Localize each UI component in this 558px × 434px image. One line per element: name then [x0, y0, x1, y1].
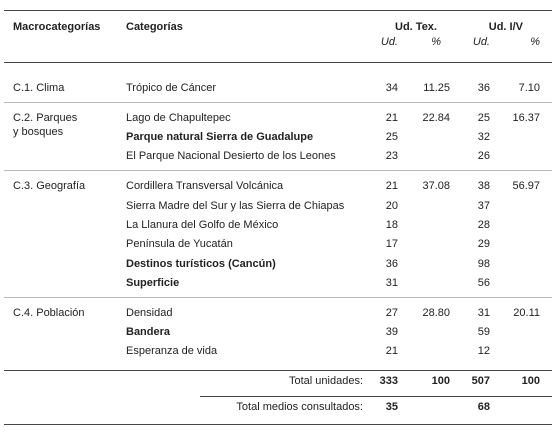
- category-label: Sierra Madre del Sur y las Sierra de Chi…: [126, 200, 345, 212]
- category-label: Superficie: [126, 277, 180, 289]
- totals-mid-rule: [200, 396, 552, 397]
- cell-ud-iv: 26: [477, 150, 490, 162]
- total-medios-tex: 35: [385, 401, 398, 413]
- cell-pct-tex: 28.80: [422, 307, 450, 319]
- total-unidades-pct-iv: 100: [521, 375, 540, 387]
- total-unidades-pct-tex: 100: [431, 375, 450, 387]
- total-medios-iv: 68: [477, 401, 490, 413]
- category-label: Esperanza de vida: [126, 345, 218, 357]
- macrocategory-label: y bosques: [13, 126, 64, 138]
- subheader-ud-tex: Ud.: [380, 36, 398, 48]
- cell-ud-tex: 31: [385, 277, 398, 289]
- total-unidades-ud-tex: 333: [379, 375, 398, 387]
- macrocategory-label: C.2. Parques: [13, 112, 78, 124]
- category-label: Destinos turísticos (Cancún): [126, 258, 276, 270]
- cell-ud-iv: 25: [477, 112, 490, 124]
- cell-ud-iv: 98: [477, 258, 490, 270]
- cell-pct-tex: 37.08: [422, 180, 450, 192]
- macrocategory-label: C.4. Población: [13, 307, 85, 319]
- header-rule: [4, 62, 552, 63]
- category-label: Cordillera Transversal Volcánica: [126, 180, 284, 192]
- top-rule: [4, 10, 552, 11]
- cell-ud-tex: 36: [385, 258, 398, 270]
- total-unidades-label: Total unidades:: [289, 375, 363, 387]
- subheader-pct-tex: %: [431, 36, 441, 48]
- cell-pct-tex: 11.25: [423, 82, 450, 94]
- subheader-pct-iv: %: [530, 36, 540, 48]
- header-ud-iv: Ud. I/V: [488, 21, 523, 33]
- group-divider: [4, 102, 552, 103]
- cell-ud-tex: 25: [385, 131, 398, 143]
- cell-ud-iv: 32: [477, 131, 490, 143]
- cell-ud-iv: 37: [477, 200, 490, 212]
- total-medios-label: Total medios consultados:: [236, 401, 363, 413]
- macrocategory-label: C.3. Geografía: [13, 180, 86, 192]
- group-divider: [4, 297, 552, 298]
- header-categorias: Categorías: [126, 21, 183, 33]
- category-label: Península de Yucatán: [126, 238, 233, 250]
- cell-pct-iv: 56.97: [512, 180, 540, 192]
- cell-ud-tex: 21: [385, 180, 398, 192]
- cell-ud-tex: 20: [385, 200, 398, 212]
- group-divider: [4, 170, 552, 171]
- cell-pct-iv: 20.11: [513, 307, 540, 319]
- category-label: Parque natural Sierra de Guadalupe: [126, 131, 314, 143]
- cell-ud-iv: 36: [477, 82, 490, 94]
- category-label: La Llanura del Golfo de México: [126, 219, 279, 231]
- cell-pct-iv: 7.10: [518, 82, 540, 94]
- cell-ud-tex: 18: [385, 219, 398, 231]
- category-label: Lago de Chapultepec: [126, 112, 231, 124]
- cell-ud-tex: 21: [385, 112, 398, 124]
- macrocategory-label: C.1. Clima: [13, 82, 65, 94]
- bottom-rule: [4, 424, 552, 425]
- cell-ud-tex: 23: [385, 150, 398, 162]
- header-ud-tex: Ud. Tex.: [395, 21, 437, 33]
- category-label: Densidad: [126, 307, 173, 319]
- cell-pct-tex: 22.84: [422, 112, 450, 124]
- cell-ud-iv: 56: [477, 277, 490, 289]
- total-unidades-ud-iv: 507: [471, 375, 490, 387]
- subheader-ud-iv: Ud.: [472, 36, 490, 48]
- cell-ud-tex: 21: [385, 345, 398, 357]
- header-macrocategorias: Macrocategorías: [13, 21, 101, 33]
- cell-ud-tex: 34: [385, 82, 398, 94]
- cell-ud-iv: 59: [477, 326, 490, 338]
- category-label: Trópico de Cáncer: [126, 82, 217, 94]
- cell-ud-tex: 39: [385, 326, 398, 338]
- cell-ud-tex: 27: [385, 307, 398, 319]
- cell-ud-iv: 38: [477, 180, 490, 192]
- totals-rule: [4, 370, 552, 371]
- cell-ud-iv: 29: [477, 238, 490, 250]
- cell-ud-iv: 31: [477, 307, 490, 319]
- cell-ud-iv: 12: [477, 345, 490, 357]
- category-label: El Parque Nacional Desierto de los Leone…: [126, 150, 336, 162]
- category-label: Bandera: [126, 326, 171, 338]
- cell-ud-iv: 28: [477, 219, 490, 231]
- cell-pct-iv: 16.37: [512, 112, 540, 124]
- cell-ud-tex: 17: [385, 238, 398, 250]
